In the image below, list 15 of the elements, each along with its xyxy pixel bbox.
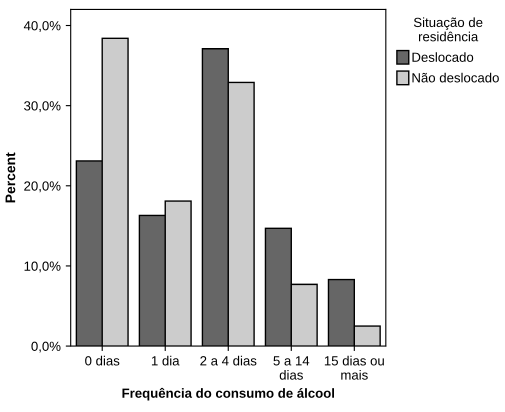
- y-tick-label: 10,0%: [24, 262, 61, 272]
- x-tick-label: 1 dia: [152, 356, 180, 366]
- x-tick-label: 15 dias ou mais: [324, 356, 384, 380]
- y-tick-label: 40,0%: [24, 21, 61, 32]
- legend-label: Deslocado: [412, 52, 474, 62]
- y-tick-label: 30,0%: [24, 101, 61, 112]
- x-tick-label: 2 a 4 dias: [200, 356, 256, 366]
- y-tick-label: 20,0%: [24, 181, 61, 192]
- legend-title: Situação de residência: [414, 17, 482, 42]
- legend-label: Não deslocado: [412, 72, 499, 82]
- y-tick-label: 0,0%: [31, 342, 61, 353]
- x-tick-label: 5 a 14 dias: [273, 356, 310, 380]
- y-axis-title: Percent: [6, 152, 16, 202]
- x-tick-label: 0 dias: [85, 356, 120, 366]
- x-axis-title: Frequência do consumo de álcool: [122, 388, 334, 400]
